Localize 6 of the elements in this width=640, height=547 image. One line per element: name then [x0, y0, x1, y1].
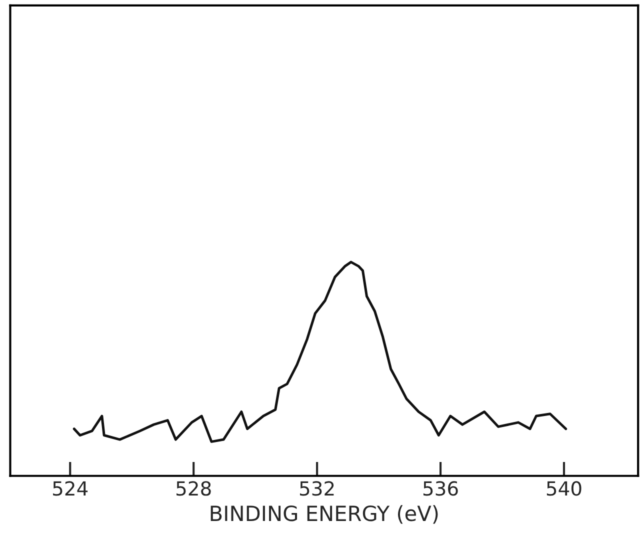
x-tick-label: 524 [53, 481, 88, 496]
x-tick-label: 528 [176, 481, 211, 496]
x-tick-label: 532 [300, 481, 334, 496]
x-axis-title: BINDING ENERGY (eV) [210, 505, 438, 524]
x-tick-label: 540 [546, 481, 582, 496]
x-tick-label: 536 [423, 481, 458, 496]
